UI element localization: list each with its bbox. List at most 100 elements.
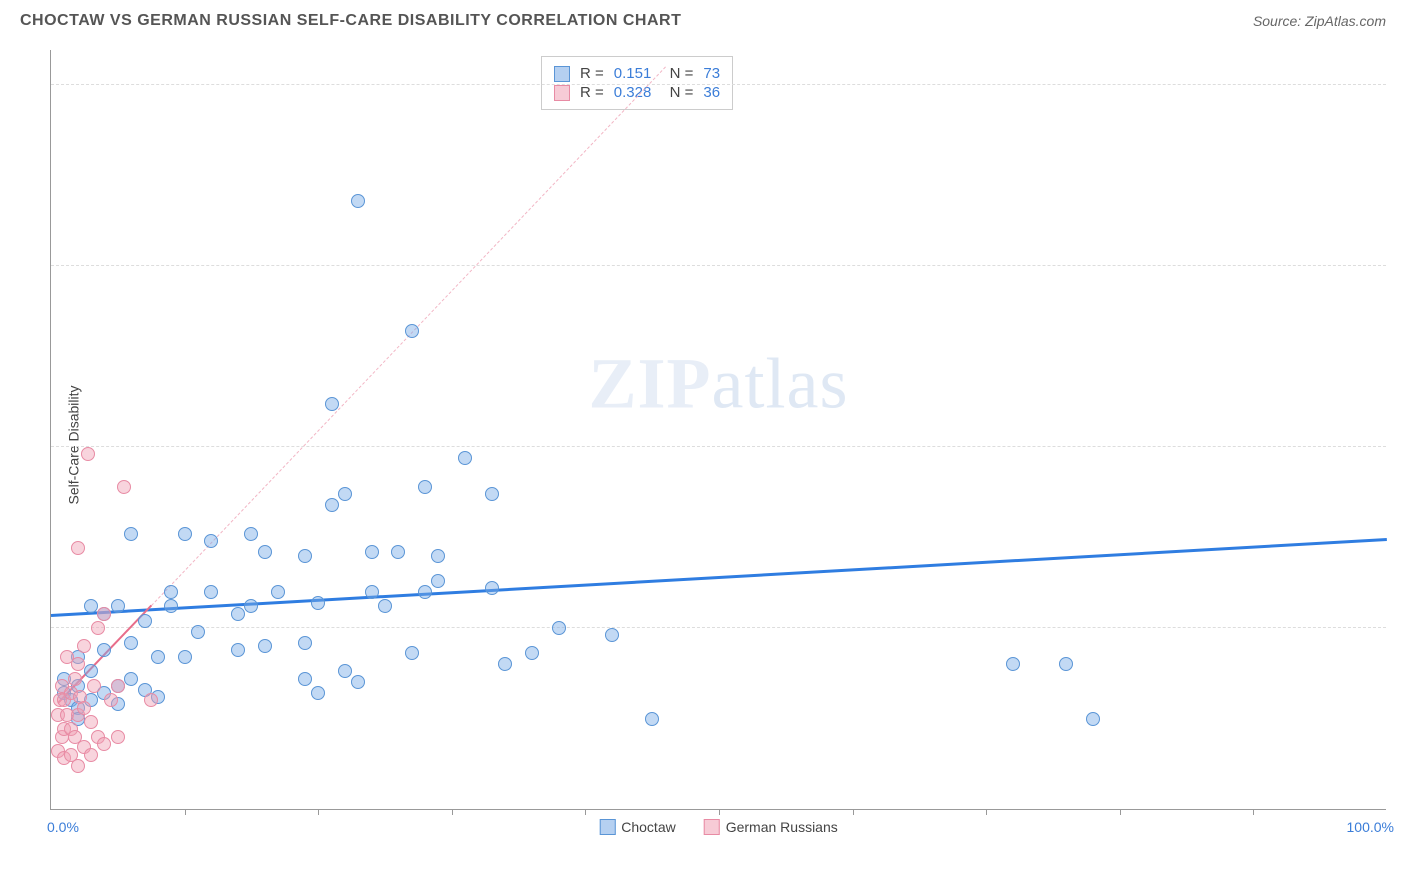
point-choctaw <box>525 646 539 660</box>
point-german-russian <box>71 657 85 671</box>
point-german-russian <box>81 447 95 461</box>
point-choctaw <box>204 534 218 548</box>
point-choctaw <box>298 672 312 686</box>
point-choctaw <box>258 545 272 559</box>
legend-label: German Russians <box>726 819 838 835</box>
point-choctaw <box>378 599 392 613</box>
x-tick <box>318 809 319 815</box>
stat-n-label: N = <box>661 65 693 82</box>
point-choctaw <box>458 451 472 465</box>
point-choctaw <box>151 650 165 664</box>
point-german-russian <box>104 693 118 707</box>
point-choctaw <box>485 487 499 501</box>
point-choctaw <box>178 527 192 541</box>
point-choctaw <box>271 585 285 599</box>
point-choctaw <box>97 643 111 657</box>
watermark-bold: ZIP <box>589 343 712 423</box>
point-german-russian <box>97 737 111 751</box>
source-prefix: Source: <box>1253 13 1305 29</box>
x-tick <box>853 809 854 815</box>
point-choctaw <box>124 636 138 650</box>
point-choctaw <box>365 545 379 559</box>
point-choctaw <box>191 625 205 639</box>
point-choctaw <box>351 675 365 689</box>
point-german-russian <box>91 621 105 635</box>
point-german-russian <box>68 672 82 686</box>
point-choctaw <box>418 480 432 494</box>
y-tick-label: 15.0% <box>1390 242 1406 258</box>
point-choctaw <box>84 599 98 613</box>
point-choctaw <box>231 607 245 621</box>
watermark-thin: atlas <box>712 343 849 423</box>
point-german-russian <box>77 701 91 715</box>
point-german-russian <box>97 607 111 621</box>
stat-row: R =0.328 N =36 <box>554 84 720 101</box>
point-german-russian <box>111 679 125 693</box>
point-choctaw <box>258 639 272 653</box>
legend-swatch <box>599 819 615 835</box>
stats-legend-box: R = 0.151 N = 73 R =0.328 N =36 <box>541 56 733 110</box>
point-choctaw <box>431 574 445 588</box>
stat-r-value: 0.151 <box>614 65 652 82</box>
legend-label: Choctaw <box>621 819 675 835</box>
point-choctaw <box>418 585 432 599</box>
x-min-label: 0.0% <box>47 819 79 835</box>
point-choctaw <box>552 621 566 635</box>
point-choctaw <box>244 599 258 613</box>
x-tick <box>1253 809 1254 815</box>
point-choctaw <box>1006 657 1020 671</box>
point-choctaw <box>311 686 325 700</box>
x-tick <box>719 809 720 815</box>
point-choctaw <box>178 650 192 664</box>
point-choctaw <box>405 324 419 338</box>
source-name: ZipAtlas.com <box>1305 13 1386 29</box>
point-choctaw <box>1059 657 1073 671</box>
legend-swatch <box>704 819 720 835</box>
point-german-russian <box>84 715 98 729</box>
point-choctaw <box>605 628 619 642</box>
x-max-label: 100.0% <box>1347 819 1394 835</box>
point-choctaw <box>111 599 125 613</box>
point-german-russian <box>144 693 158 707</box>
point-choctaw <box>338 487 352 501</box>
point-german-russian <box>77 639 91 653</box>
point-choctaw <box>164 599 178 613</box>
x-tick <box>1120 809 1121 815</box>
point-choctaw <box>645 712 659 726</box>
point-choctaw <box>164 585 178 599</box>
legend-swatch <box>554 85 570 101</box>
point-choctaw <box>298 549 312 563</box>
point-choctaw <box>498 657 512 671</box>
point-choctaw <box>338 664 352 678</box>
chart-title: CHOCTAW VS GERMAN RUSSIAN SELF-CARE DISA… <box>20 12 681 30</box>
y-tick-label: 10.0% <box>1390 423 1406 439</box>
point-choctaw <box>365 585 379 599</box>
point-german-russian <box>111 730 125 744</box>
point-german-russian <box>71 759 85 773</box>
gridline <box>51 627 1386 628</box>
gridline <box>51 265 1386 266</box>
point-choctaw <box>391 545 405 559</box>
legend-item: Choctaw <box>599 819 675 835</box>
x-tick <box>185 809 186 815</box>
stat-n-value: 73 <box>703 65 720 82</box>
point-choctaw <box>1086 712 1100 726</box>
scatter-plot: ZIPatlas R =0.151 N =73R =0.328 N =36 Ch… <box>50 50 1386 810</box>
point-choctaw <box>124 527 138 541</box>
gridline <box>51 84 1386 85</box>
point-choctaw <box>325 397 339 411</box>
x-tick <box>585 809 586 815</box>
point-choctaw <box>351 194 365 208</box>
point-choctaw <box>124 672 138 686</box>
point-german-russian <box>117 480 131 494</box>
point-choctaw <box>325 498 339 512</box>
stat-r-label: R = <box>580 84 604 101</box>
plot-area: Self-Care Disability ZIPatlas R =0.151 N… <box>50 50 1386 840</box>
legend-item: German Russians <box>704 819 838 835</box>
point-german-russian <box>87 679 101 693</box>
point-choctaw <box>485 581 499 595</box>
y-tick-label: 5.0% <box>1390 604 1406 620</box>
stat-n-value: 36 <box>703 84 720 101</box>
x-tick <box>986 809 987 815</box>
point-choctaw <box>311 596 325 610</box>
